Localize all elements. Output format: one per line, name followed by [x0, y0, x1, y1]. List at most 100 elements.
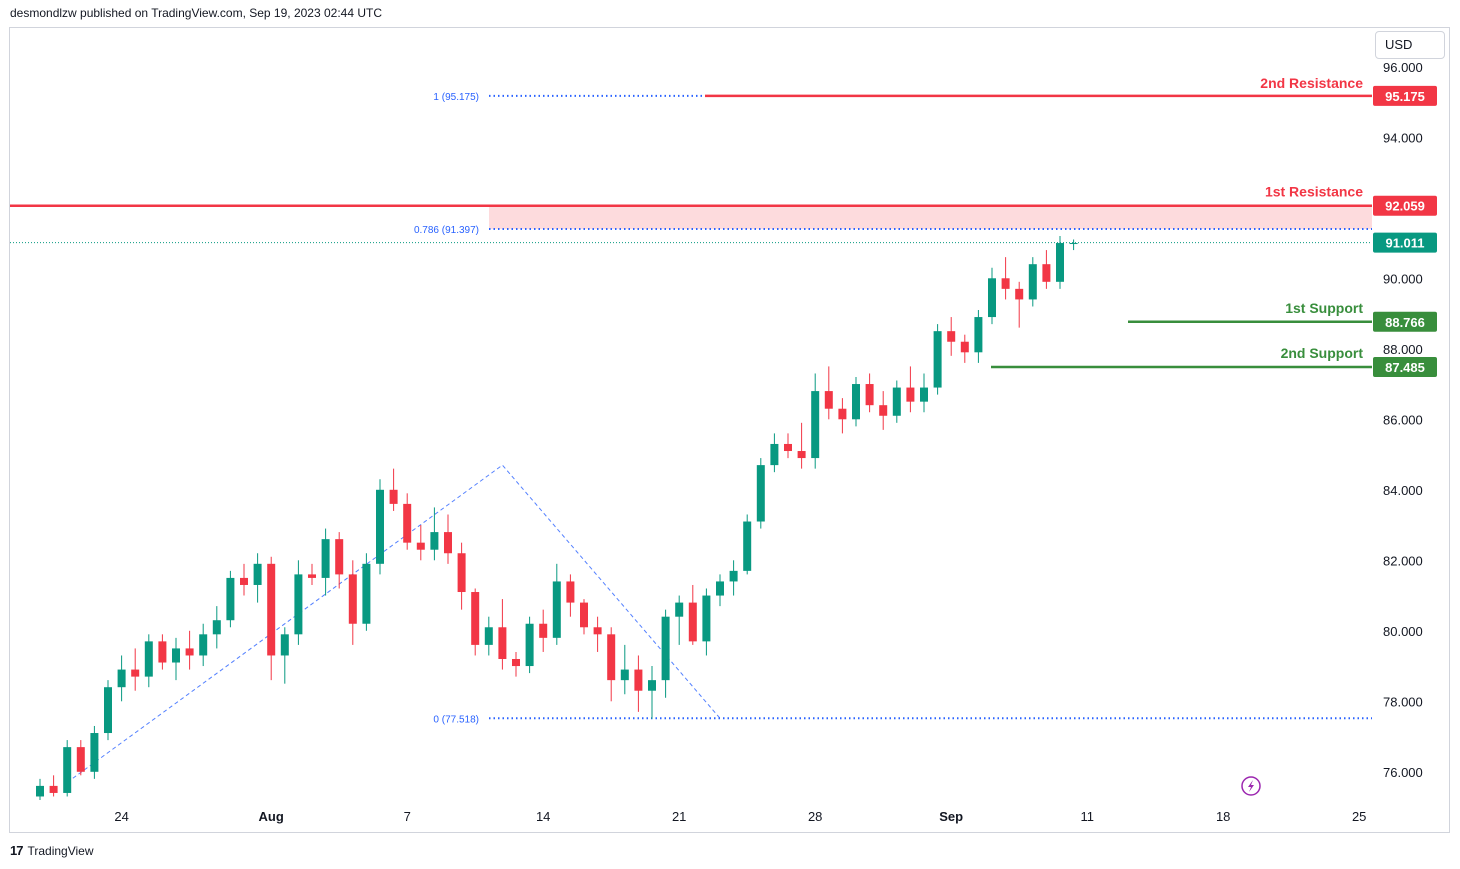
publisher-caption: desmondlzw published on TradingView.com,… [10, 6, 383, 20]
lightning-icon-bolt [1248, 780, 1254, 792]
candle-body [797, 451, 806, 459]
candle-body [634, 669, 643, 691]
level-price-label: 95.175 [1385, 89, 1425, 104]
candle-body [362, 563, 371, 624]
candle-body [1069, 243, 1078, 245]
footer-brand: 17 TradingView [10, 843, 94, 858]
candle-body [1028, 264, 1037, 300]
candle-body [824, 391, 833, 409]
candle-body [471, 592, 480, 645]
candle-body [784, 443, 792, 452]
y-tick-label: 94.000 [1383, 130, 1423, 145]
candle-body [90, 733, 99, 772]
level-price-label: 87.485 [1385, 360, 1425, 375]
candle-body [729, 570, 738, 582]
x-tick-label: 7 [404, 809, 411, 824]
x-tick-label: 11 [1080, 809, 1094, 824]
candle-body [484, 627, 493, 645]
candle-body [457, 553, 466, 593]
candle-body [566, 581, 575, 603]
candle-body [988, 278, 996, 318]
candle-body [199, 634, 208, 656]
candle-body [158, 641, 167, 663]
candle-body [1015, 288, 1024, 300]
candle-body [144, 641, 153, 677]
level-name-label: 2nd Resistance [1260, 75, 1363, 91]
candle-body [593, 627, 602, 635]
y-tick-label: 78.000 [1383, 694, 1423, 709]
candle-body [811, 391, 820, 459]
candle-body [172, 648, 180, 663]
candle-body [117, 669, 126, 688]
candle-body [648, 680, 656, 691]
candle-body [403, 503, 412, 543]
candle-body [974, 317, 983, 353]
candle-body [1001, 278, 1010, 289]
candle-body [389, 489, 398, 504]
x-tick-label: 24 [114, 809, 128, 824]
fib-level-label: 0.786 (91.397) [414, 225, 479, 236]
tradingview-logo-icon: 17 [10, 843, 24, 858]
candle-body [253, 563, 262, 585]
candle-body [770, 443, 779, 466]
candle-body [933, 331, 942, 388]
y-tick-label: 76.000 [1383, 765, 1423, 780]
level-price-label: 88.766 [1385, 315, 1425, 330]
candle-body [444, 532, 452, 554]
candle-body [335, 539, 344, 575]
candle-body [131, 669, 140, 677]
x-tick-label: 28 [808, 809, 822, 824]
level-price-label: 92.059 [1385, 199, 1425, 214]
level-name-label: 2nd Support [1281, 345, 1364, 361]
candle-body [512, 658, 520, 667]
current-price-tag [1373, 232, 1437, 253]
y-tick-label: 80.000 [1383, 624, 1423, 639]
candle-body [36, 785, 44, 797]
x-tick-label: Sep [939, 809, 963, 824]
candle-body [838, 408, 847, 420]
candle-body [892, 387, 901, 416]
level-name-label: 1st Support [1285, 300, 1363, 316]
currency-selector[interactable]: USD [1375, 31, 1445, 59]
candle-body [620, 669, 629, 681]
candle-body [240, 577, 248, 585]
y-tick-label: 90.000 [1383, 271, 1423, 286]
y-tick-label: 88.000 [1383, 342, 1423, 357]
x-tick-label: 14 [536, 809, 550, 824]
candle-body [852, 384, 860, 420]
candle-body [607, 634, 616, 681]
candle-body [702, 595, 711, 642]
candle-body [879, 405, 888, 416]
candle-body [539, 623, 548, 638]
candle-body [280, 634, 289, 656]
level-name-label: 1st Resistance [1265, 184, 1363, 200]
candle-body [376, 489, 384, 564]
candle-body [960, 341, 969, 353]
x-tick-label: 25 [1352, 809, 1366, 824]
level-price-tag [1373, 85, 1437, 106]
candle-body [104, 687, 112, 734]
y-tick-label: 82.000 [1383, 553, 1423, 568]
candle-body [552, 581, 561, 638]
candle-body [688, 602, 697, 642]
y-tick-label: 96.000 [1383, 60, 1423, 75]
candle-body [63, 747, 72, 793]
fib-trend-line [66, 464, 721, 783]
resistance-zone [489, 205, 1372, 230]
candle-body [212, 620, 221, 635]
candle-body [267, 563, 276, 656]
candle-body [906, 387, 915, 402]
current-price-label: 91.011 [1385, 236, 1424, 251]
fib-level-label: 1 (95.175) [433, 92, 479, 103]
candle-body [920, 387, 928, 402]
candle-body [49, 785, 58, 793]
y-tick-label: 86.000 [1383, 412, 1423, 427]
footer-brand-text: TradingView [27, 843, 94, 858]
lightning-icon[interactable] [1241, 776, 1261, 796]
candle-body [226, 577, 235, 621]
candle-body [675, 602, 684, 617]
candle-body [525, 623, 534, 667]
level-price-tag [1373, 311, 1437, 332]
candle-body [716, 581, 724, 596]
